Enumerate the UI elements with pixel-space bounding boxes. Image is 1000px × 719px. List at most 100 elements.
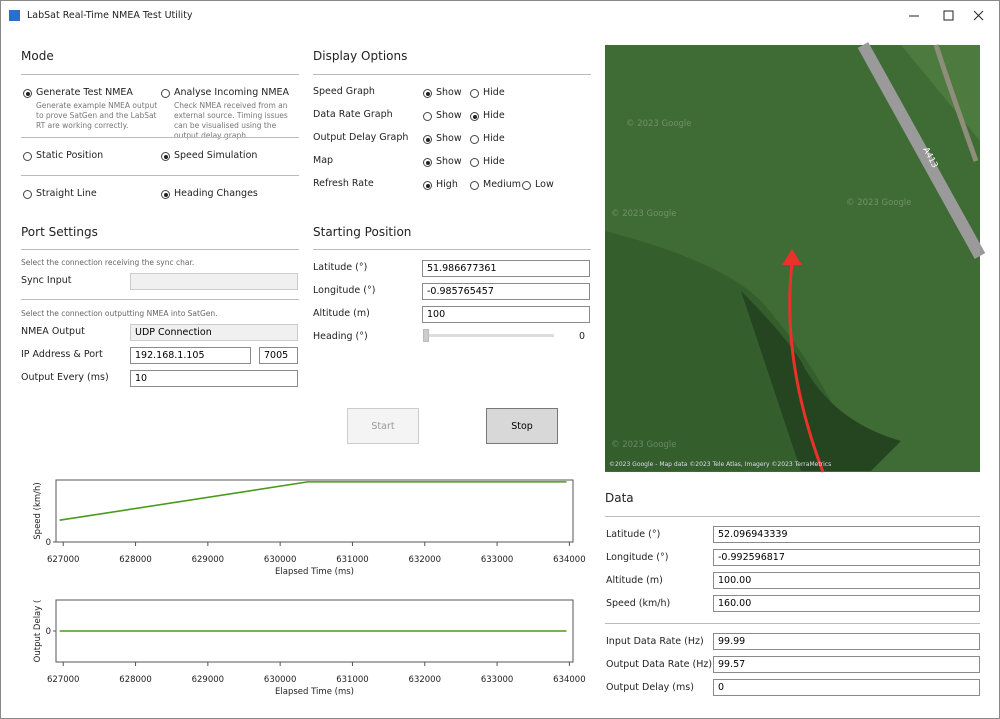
section-heading: Display Options <box>313 49 408 63</box>
field-label: IP Address & Port <box>21 349 103 360</box>
app-icon <box>9 10 20 21</box>
maximize-button[interactable] <box>943 10 954 21</box>
field-label: NMEA Output <box>21 326 85 337</box>
x-tick-label: 630000 <box>264 675 296 685</box>
field-label: Altitude (m) <box>313 308 370 319</box>
radio-button[interactable] <box>470 135 479 144</box>
radio-button[interactable] <box>470 181 479 190</box>
radio-label[interactable]: Hide <box>483 156 505 167</box>
window-title: LabSat Real-Time NMEA Test Utility <box>27 10 193 21</box>
radio-button[interactable] <box>470 158 479 167</box>
option-description: Check NMEA received from an external sou… <box>174 101 288 140</box>
field-label: Output Every (ms) <box>21 372 109 383</box>
slider-value: 0 <box>579 331 586 342</box>
text-box[interactable]: 100 <box>422 306 590 323</box>
radio-button[interactable] <box>23 89 32 98</box>
radio-button[interactable] <box>423 112 432 121</box>
x-axis-label: Elapsed Time (ms) <box>275 567 354 577</box>
text-box[interactable]: 99.99 <box>713 633 980 650</box>
field-label: Refresh Rate <box>313 178 374 189</box>
field-label: Map <box>313 155 334 166</box>
y-axis-label: Speed (km/h) <box>33 482 43 539</box>
field-label: Latitude (°) <box>606 529 661 540</box>
field-label: Longitude (°) <box>606 552 669 563</box>
x-tick-label: 628000 <box>119 675 151 685</box>
field-label: Speed (km/h) <box>606 598 671 609</box>
text-box[interactable] <box>130 273 298 290</box>
radio-button[interactable] <box>470 89 479 98</box>
radio-button[interactable] <box>161 152 170 161</box>
field-label: Data Rate Graph <box>313 109 393 120</box>
field-label: Latitude (°) <box>313 262 368 273</box>
radio-label[interactable]: Static Position <box>36 150 104 161</box>
text-box[interactable]: 0 <box>713 679 980 696</box>
separator <box>313 249 591 250</box>
map-attribution: ©2023 Google - Map data ©2023 Tele Atlas… <box>609 461 831 468</box>
close-button[interactable] <box>973 10 984 21</box>
field-label: Output Delay Graph <box>313 132 409 143</box>
text-box[interactable]: 100.00 <box>713 572 980 589</box>
radio-label[interactable]: Speed Simulation <box>174 150 258 161</box>
text-box[interactable]: -0.985765457 <box>422 283 590 300</box>
radio-button[interactable] <box>23 152 32 161</box>
button[interactable]: Stop <box>486 408 558 444</box>
x-tick-label: 627000 <box>47 675 79 685</box>
radio-label[interactable]: Heading Changes <box>174 188 258 199</box>
radio-label[interactable]: Generate Test NMEA <box>36 87 133 98</box>
radio-button[interactable] <box>161 89 170 98</box>
y-tick-label: 0 <box>46 627 51 637</box>
text-box[interactable]: 99.57 <box>713 656 980 673</box>
radio-button[interactable] <box>522 181 531 190</box>
radio-label[interactable]: Show <box>436 87 462 98</box>
separator <box>21 299 299 300</box>
radio-button[interactable] <box>423 158 432 167</box>
text-box[interactable]: 10 <box>130 370 298 387</box>
x-tick-label: 631000 <box>336 675 368 685</box>
hint-text: Select the connection outputting NMEA in… <box>21 309 218 318</box>
field-label: Sync Input <box>21 275 72 286</box>
map-watermark: © 2023 Google <box>846 198 912 208</box>
radio-label[interactable]: Show <box>436 110 462 121</box>
radio-button[interactable] <box>23 190 32 199</box>
radio-label[interactable]: Show <box>436 156 462 167</box>
slider-thumb[interactable] <box>423 329 429 342</box>
text-box[interactable]: -0.992596817 <box>713 549 980 566</box>
x-tick-label: 629000 <box>192 675 224 685</box>
text-box[interactable]: 192.168.1.105 <box>130 347 251 364</box>
radio-button[interactable] <box>423 181 432 190</box>
data-line <box>59 481 567 521</box>
radio-button[interactable] <box>470 112 479 121</box>
map-watermark: © 2023 Google <box>611 440 677 450</box>
slider-track <box>423 334 554 337</box>
radio-button[interactable] <box>161 190 170 199</box>
text-box[interactable]: 7005 <box>259 347 298 364</box>
radio-label[interactable]: Analyse Incoming NMEA <box>174 87 290 98</box>
radio-label[interactable]: Straight Line <box>36 188 97 199</box>
hint-text: Select the connection receiving the sync… <box>21 258 195 267</box>
field-label: Longitude (°) <box>313 285 376 296</box>
radio-label[interactable]: Hide <box>483 87 505 98</box>
radio-label[interactable]: Hide <box>483 133 505 144</box>
section-heading: Port Settings <box>21 225 98 239</box>
text-box[interactable]: 160.00 <box>713 595 980 612</box>
radio-label[interactable]: Medium <box>483 179 521 190</box>
y-tick-label: 0 <box>46 538 51 548</box>
separator <box>21 74 299 75</box>
map <box>605 42 986 473</box>
radio-label[interactable]: Hide <box>483 110 505 121</box>
radio-label[interactable]: High <box>436 179 458 190</box>
x-tick-label: 630000 <box>264 555 296 565</box>
text-box[interactable]: UDP Connection <box>130 324 298 341</box>
radio-button[interactable] <box>423 135 432 144</box>
radio-label[interactable]: Show <box>436 133 462 144</box>
radio-label[interactable]: Low <box>535 179 554 190</box>
plot-area <box>55 479 574 543</box>
text-box[interactable]: 52.096943339 <box>713 526 980 543</box>
map-watermark: © 2023 Google <box>611 209 677 219</box>
text-box[interactable]: 51.986677361 <box>422 260 590 277</box>
x-tick-label: 634000 <box>553 675 585 685</box>
radio-button[interactable] <box>423 89 432 98</box>
button: Start <box>347 408 419 444</box>
x-tick-label: 632000 <box>409 555 441 565</box>
